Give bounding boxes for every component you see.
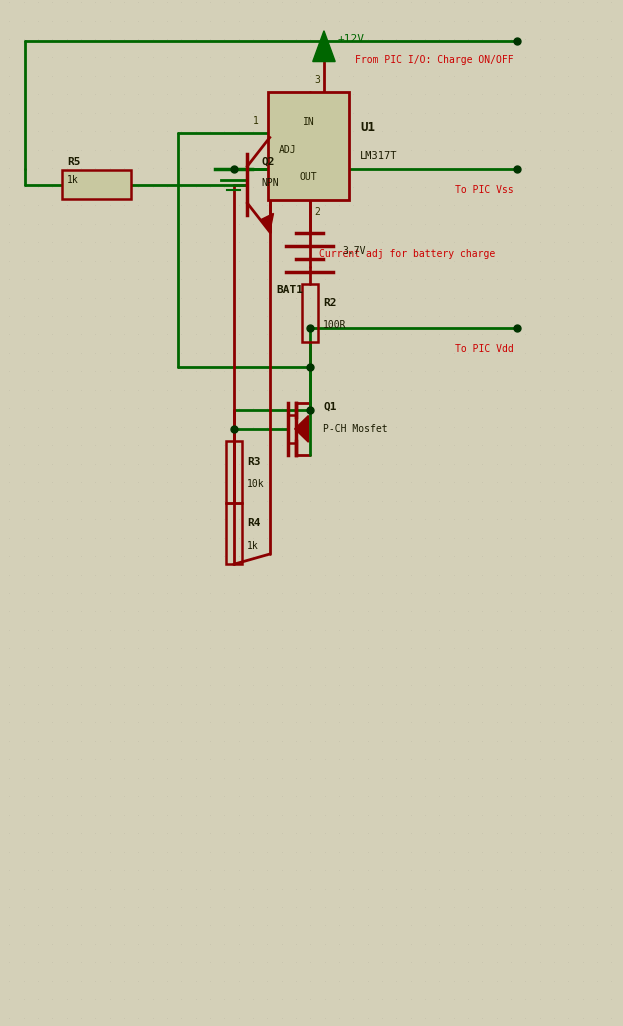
Text: P-CH Mosfet: P-CH Mosfet — [323, 424, 388, 434]
Text: R4: R4 — [247, 518, 261, 528]
Text: Q2: Q2 — [262, 157, 275, 167]
Text: +12V: +12V — [338, 34, 364, 44]
Text: 3.7V: 3.7V — [342, 246, 366, 256]
Text: IN: IN — [303, 117, 314, 126]
Text: 3: 3 — [315, 75, 320, 85]
Text: Current adj for battery charge: Current adj for battery charge — [319, 249, 495, 260]
Text: R2: R2 — [323, 298, 337, 308]
Text: To PIC Vss: To PIC Vss — [455, 185, 514, 195]
Text: BAT1: BAT1 — [277, 285, 303, 295]
Text: To PIC Vdd: To PIC Vdd — [455, 344, 514, 354]
Bar — [302, 284, 318, 342]
Text: ADJ: ADJ — [279, 146, 297, 155]
Text: Q1: Q1 — [323, 401, 337, 411]
Text: 1k: 1k — [247, 541, 259, 551]
Text: LM317T: LM317T — [360, 152, 397, 161]
Text: 100R: 100R — [323, 320, 347, 330]
Polygon shape — [295, 416, 308, 442]
Text: U1: U1 — [360, 121, 375, 134]
Text: 2: 2 — [315, 207, 320, 218]
Bar — [268, 92, 349, 200]
Text: 1: 1 — [253, 116, 259, 126]
Bar — [62, 170, 131, 199]
Polygon shape — [313, 31, 335, 62]
Text: 10k: 10k — [247, 479, 265, 489]
Text: NPN: NPN — [262, 177, 279, 188]
Text: R5: R5 — [67, 157, 81, 167]
Text: R3: R3 — [247, 457, 261, 467]
Bar — [226, 503, 242, 564]
Text: OUT: OUT — [300, 172, 317, 182]
Polygon shape — [261, 213, 273, 232]
Bar — [226, 441, 242, 503]
Text: 1k: 1k — [67, 174, 79, 185]
Text: From PIC I/O: Charge ON/OFF: From PIC I/O: Charge ON/OFF — [355, 54, 514, 65]
